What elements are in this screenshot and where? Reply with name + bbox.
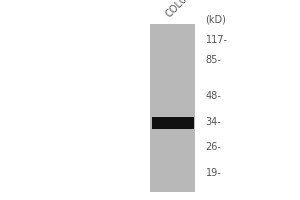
Text: 26-: 26-: [206, 142, 221, 152]
Bar: [150, 24, 195, 192]
Text: 117-: 117-: [206, 35, 227, 45]
Bar: [152, 117, 194, 129]
Text: 48-: 48-: [206, 91, 221, 101]
Text: 85-: 85-: [206, 55, 221, 65]
Text: (kD): (kD): [206, 14, 226, 24]
Text: COL0205: COL0205: [164, 0, 202, 19]
Text: 34-: 34-: [206, 117, 221, 127]
Text: 19-: 19-: [206, 168, 221, 178]
